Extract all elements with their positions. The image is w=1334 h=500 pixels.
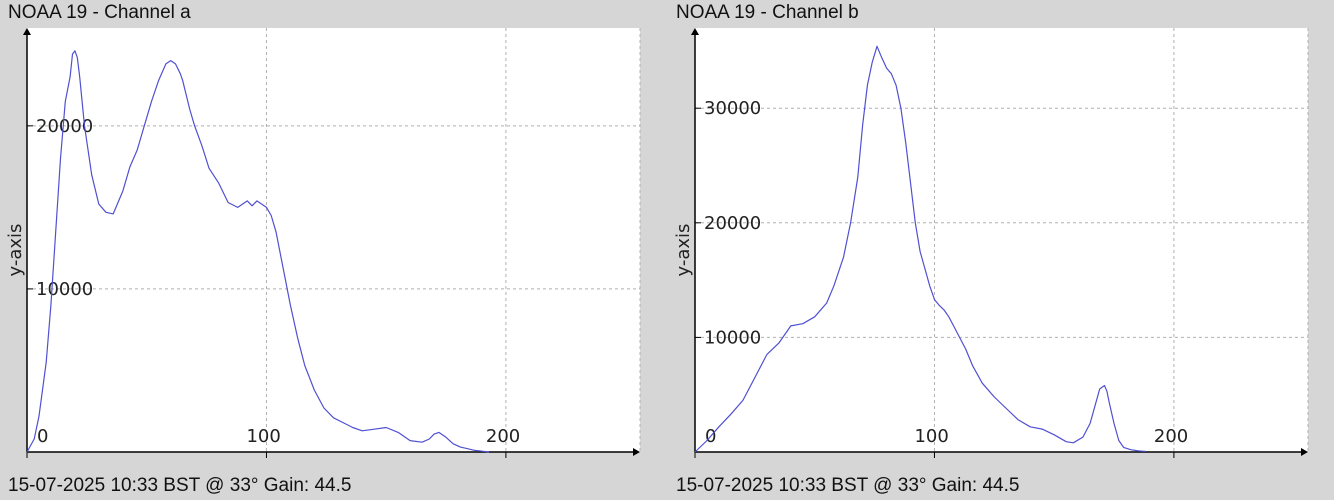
y-axis-label: y-axis xyxy=(5,224,26,277)
series-line xyxy=(26,50,490,453)
panel-footer-status: 15-07-2025 10:33 BST @ 33° Gain: 44.5 xyxy=(676,475,1020,496)
y-axis-label: y-axis xyxy=(673,224,694,277)
panel-title: NOAA 19 - Channel a xyxy=(8,2,191,23)
y-tick-label: 10000 xyxy=(36,279,93,300)
y-tick-label: 30000 xyxy=(704,98,761,119)
chart-channel-a: 0 100 200 10000 20000 y-axis xyxy=(5,28,641,458)
plot-area xyxy=(695,28,1308,452)
x-tick-label: 100 xyxy=(246,426,280,447)
y-tick-label: 10000 xyxy=(704,327,761,348)
channel-a-panel: NOAA 19 - Channel a 0 100 200 10000 20000 y-a… xyxy=(0,0,656,500)
x-tick-label: 100 xyxy=(914,426,948,447)
x-tick-label: 200 xyxy=(486,426,520,447)
y-tick-label: 20000 xyxy=(36,116,93,137)
x-axis-arrow-icon xyxy=(633,448,640,456)
channel-b-panel: NOAA 19 - Channel b 0 100 200 10000 20000 300… xyxy=(668,0,1324,500)
y-axis-arrow-icon xyxy=(23,28,31,35)
panel-footer-status: 15-07-2025 10:33 BST @ 33° Gain: 44.5 xyxy=(8,475,352,496)
panel-title: NOAA 19 - Channel b xyxy=(676,2,859,23)
series-line xyxy=(694,45,1146,453)
x-tick-label: 0 xyxy=(37,426,48,447)
x-axis-arrow-icon xyxy=(1301,448,1308,456)
y-tick-label: 20000 xyxy=(704,213,761,234)
y-axis-arrow-icon xyxy=(691,28,699,35)
x-tick-label: 200 xyxy=(1154,426,1188,447)
plot-area xyxy=(27,28,640,452)
